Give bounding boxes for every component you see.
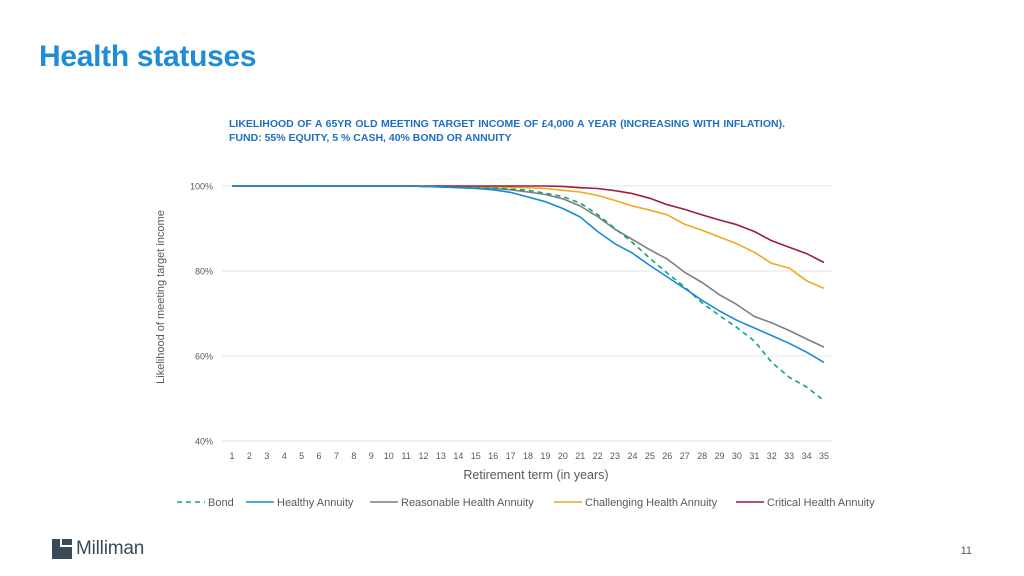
x-tick-label: 31 xyxy=(749,451,759,461)
x-tick-label: 22 xyxy=(593,451,603,461)
page-title: Health statuses xyxy=(39,40,257,73)
x-tick-label: 9 xyxy=(369,451,374,461)
legend-label-critical-health-annuity: Critical Health Annuity xyxy=(767,497,875,509)
series-line-reasonable-health-annuity xyxy=(232,185,825,348)
x-tick-label: 6 xyxy=(317,451,322,461)
legend: Bond Healthy Annuity Reasonable Health Ann… xyxy=(177,497,875,509)
milliman-logo-mark-icon xyxy=(52,539,72,559)
y-axis-label: Likelihood of meeting target income xyxy=(155,210,167,384)
series-line-challenging-health-annuity xyxy=(232,185,825,290)
x-tick-label: 13 xyxy=(436,451,446,461)
x-tick-label: 24 xyxy=(627,451,637,461)
series-line-healthy-annuity xyxy=(232,185,825,364)
gridlines xyxy=(222,185,833,442)
x-tick-label: 8 xyxy=(351,451,356,461)
x-tick-label: 3 xyxy=(264,451,269,461)
x-tick-label: 29 xyxy=(715,451,725,461)
x-tick-label: 32 xyxy=(767,451,777,461)
y-tick-label: 100% xyxy=(190,182,213,192)
y-tick-label: 40% xyxy=(195,437,213,447)
x-tick-label: 35 xyxy=(819,451,829,461)
y-tick-label: 80% xyxy=(195,267,213,277)
x-tick-label: 12 xyxy=(419,451,429,461)
y-tick-label: 60% xyxy=(195,352,213,362)
series-lines xyxy=(232,185,825,402)
legend-label-bond: Bond xyxy=(208,497,234,509)
legend-label-healthy-annuity: Healthy Annuity xyxy=(277,497,354,509)
x-tick-label: 26 xyxy=(662,451,672,461)
x-tick-label: 28 xyxy=(697,451,707,461)
x-tick-label: 7 xyxy=(334,451,339,461)
y-axis-ticks: 40% 60% 80% 100% xyxy=(190,182,213,447)
series-line-bond xyxy=(232,185,825,402)
x-tick-label: 2 xyxy=(247,451,252,461)
legend-label-challenging-health-annuity: Challenging Health Annuity xyxy=(585,497,718,509)
x-tick-label: 34 xyxy=(802,451,812,461)
x-tick-label: 1 xyxy=(229,451,234,461)
x-tick-label: 11 xyxy=(401,451,410,461)
x-tick-label: 4 xyxy=(282,451,287,461)
chart-title: LIKELIHOOD OF A 65YR OLD MEETING TARGET … xyxy=(229,118,785,144)
x-tick-label: 20 xyxy=(558,451,568,461)
x-tick-label: 19 xyxy=(540,451,550,461)
x-tick-label: 5 xyxy=(299,451,304,461)
milliman-logo: Milliman xyxy=(52,538,144,560)
x-tick-label: 25 xyxy=(645,451,655,461)
legend-label-reasonable-health-annuity: Reasonable Health Annuity xyxy=(401,497,534,509)
page-number: 11 xyxy=(960,545,972,557)
x-tick-label: 15 xyxy=(471,451,481,461)
x-axis-ticks: 1 2 3 4 5 6 7 8 9 10 11 12 13 14 15 16 17 18 19 20 21 22 23 24 2… xyxy=(229,451,829,461)
x-tick-label: 16 xyxy=(488,451,498,461)
x-tick-label: 30 xyxy=(732,451,742,461)
x-axis-label: Retirement term (in years) xyxy=(463,468,608,482)
x-tick-label: 14 xyxy=(453,451,463,461)
x-tick-label: 23 xyxy=(610,451,620,461)
x-tick-label: 33 xyxy=(784,451,794,461)
x-tick-label: 17 xyxy=(506,451,516,461)
x-tick-label: 10 xyxy=(384,451,394,461)
x-tick-label: 21 xyxy=(575,451,585,461)
brand-name: Milliman xyxy=(76,538,145,559)
x-tick-label: 27 xyxy=(680,451,690,461)
x-tick-label: 18 xyxy=(523,451,533,461)
